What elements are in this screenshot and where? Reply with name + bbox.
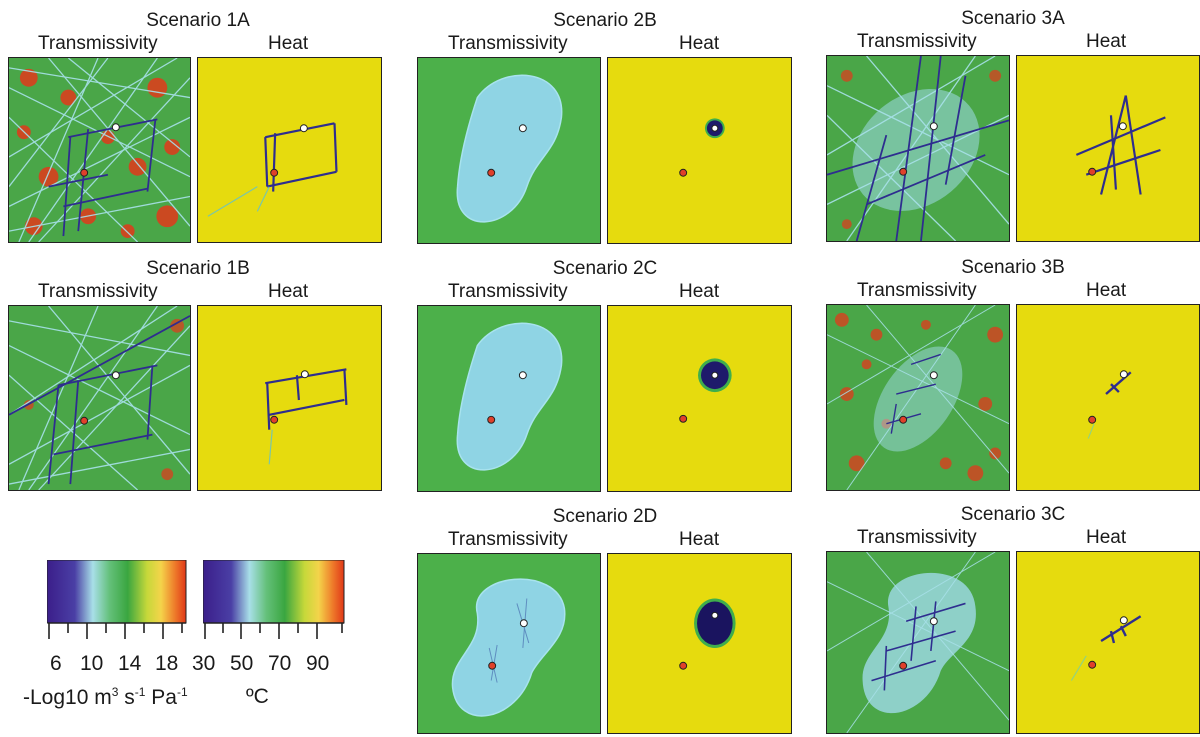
scenario-2c-transmissivity-map [417,305,601,492]
unit-part-mid: s [118,686,135,709]
scenario-1b-heat-label: Heat [268,281,309,302]
scenario-3a-trans-label: Transmissivity [857,31,977,52]
unit-part-main: -Log10 m [23,686,112,709]
scenario-2c-heat-map [607,305,792,492]
scenario-2b-transmissivity-map [417,57,601,244]
unit-sup-1: 3 [111,685,119,699]
transmissivity-unit: -Log10 m3 s-1 Pa-1 [23,685,188,710]
scenario-2d-trans-label: Transmissivity [448,529,568,550]
scenario-3b-heat-label: Heat [1086,280,1127,301]
scenario-1a-transmissivity-map [8,57,191,243]
trans-tick-10: 10 [80,652,104,675]
heat-colorbar [203,560,345,639]
scenario-2b-title: Scenario 2B [553,10,657,31]
scenario-3c-trans-label: Transmissivity [857,527,977,548]
unit-part-end: Pa [145,686,177,709]
scenario-3a-transmissivity-map [826,55,1010,242]
scenario-1a-heat-map [197,57,382,243]
scenario-3a-heat-label: Heat [1086,31,1127,52]
scenario-3c-transmissivity-map [826,551,1010,734]
scenario-2d-transmissivity-map [417,553,601,734]
heat-tick-30: 30 [192,652,216,675]
trans-tick-18: 18 [155,652,179,675]
scenario-3b-title: Scenario 3B [961,257,1065,278]
scenario-1b-title: Scenario 1B [146,258,250,279]
unit-sup-2: -1 [134,685,146,699]
scenario-2b-heat-map [607,57,792,244]
scenario-3c-heat-map [1016,551,1200,734]
scenario-2d-heat-map [607,553,792,734]
transmissivity-colorbar [47,560,187,639]
scenario-3b-heat-map [1016,304,1200,491]
scenario-2b-trans-label: Transmissivity [448,33,568,54]
trans-tick-6: 6 [50,652,62,675]
scenario-2d-heat-label: Heat [679,529,720,550]
scenario-2c-heat-label: Heat [679,281,720,302]
scenario-1b-heat-map [197,305,382,491]
scenario-1a-trans-label: Transmissivity [38,33,158,54]
scenario-3c-title: Scenario 3C [960,504,1066,525]
unit-sup-3: -1 [176,685,188,699]
scenario-1b-trans-label: Transmissivity [38,281,158,302]
scenario-2d-title: Scenario 2D [552,506,658,527]
scenario-2c-title: Scenario 2C [552,258,658,279]
heat-tick-90: 90 [306,652,330,675]
heat-tick-50: 50 [230,652,254,675]
heat-tick-70: 70 [268,652,292,675]
heat-unit: ºC [246,685,269,708]
scenario-1a-title: Scenario 1A [146,10,250,31]
trans-tick-14: 14 [118,652,142,675]
scenario-3b-transmissivity-map [826,304,1010,491]
scenario-3c-heat-label: Heat [1086,527,1127,548]
scenario-1b-transmissivity-map [8,305,191,491]
scenario-2b-heat-label: Heat [679,33,720,54]
scenario-3a-title: Scenario 3A [961,8,1065,29]
scenario-3b-trans-label: Transmissivity [857,280,977,301]
scenario-2c-trans-label: Transmissivity [448,281,568,302]
scenario-1a-heat-label: Heat [268,33,309,54]
scenario-3a-heat-map [1016,55,1200,242]
